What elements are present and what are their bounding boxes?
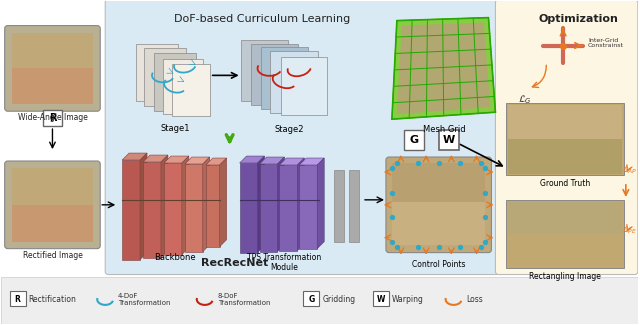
FancyBboxPatch shape	[154, 54, 196, 111]
FancyBboxPatch shape	[508, 139, 622, 174]
Polygon shape	[203, 157, 210, 252]
Polygon shape	[161, 155, 168, 258]
Polygon shape	[277, 157, 284, 252]
Text: Control Points: Control Points	[412, 260, 465, 268]
FancyBboxPatch shape	[12, 205, 93, 241]
FancyBboxPatch shape	[506, 103, 624, 175]
FancyBboxPatch shape	[373, 292, 389, 306]
FancyBboxPatch shape	[438, 130, 459, 150]
Text: Rectangling Image: Rectangling Image	[529, 271, 601, 280]
Polygon shape	[280, 158, 304, 165]
Text: Inter-Grid
Constrainst: Inter-Grid Constrainst	[588, 37, 624, 48]
Polygon shape	[397, 23, 490, 114]
Text: W: W	[442, 135, 455, 145]
Polygon shape	[259, 157, 284, 164]
FancyBboxPatch shape	[42, 110, 63, 126]
FancyBboxPatch shape	[4, 161, 100, 249]
FancyBboxPatch shape	[271, 51, 318, 113]
Bar	[122, 160, 140, 260]
Text: 8-DoF
Transformation: 8-DoF Transformation	[218, 293, 270, 306]
FancyBboxPatch shape	[495, 0, 638, 275]
Bar	[185, 164, 203, 252]
Text: Loss: Loss	[467, 295, 483, 304]
Polygon shape	[205, 158, 227, 165]
Text: Stage2: Stage2	[275, 125, 304, 134]
Polygon shape	[257, 156, 264, 253]
Text: $\mathcal{L}_G$: $\mathcal{L}_G$	[518, 93, 532, 106]
Bar	[334, 170, 344, 242]
Polygon shape	[185, 157, 210, 164]
Text: Rectified Image: Rectified Image	[22, 251, 83, 260]
FancyBboxPatch shape	[508, 202, 622, 236]
Polygon shape	[298, 158, 304, 251]
Text: $\mathcal{L}_{PE}$: $\mathcal{L}_{PE}$	[622, 225, 637, 236]
Text: Optimization: Optimization	[538, 14, 618, 24]
FancyBboxPatch shape	[282, 58, 327, 115]
FancyBboxPatch shape	[392, 163, 486, 203]
Text: $\mathcal{L}_{AP}$: $\mathcal{L}_{AP}$	[622, 165, 637, 176]
Bar	[164, 163, 182, 254]
Text: R: R	[15, 295, 20, 304]
Text: TPS Transformation
Module: TPS Transformation Module	[247, 253, 321, 272]
FancyBboxPatch shape	[105, 0, 499, 275]
Bar	[300, 165, 317, 249]
Polygon shape	[164, 156, 189, 163]
FancyBboxPatch shape	[12, 168, 93, 205]
FancyBboxPatch shape	[386, 157, 492, 253]
FancyBboxPatch shape	[136, 44, 178, 101]
FancyBboxPatch shape	[260, 47, 308, 109]
Text: Ground Truth: Ground Truth	[540, 179, 590, 188]
Text: W: W	[377, 295, 385, 304]
Text: Warping: Warping	[392, 295, 424, 304]
FancyBboxPatch shape	[404, 130, 424, 150]
Polygon shape	[239, 156, 264, 163]
Bar	[349, 170, 359, 242]
Text: Mesh Grid: Mesh Grid	[423, 125, 465, 134]
FancyBboxPatch shape	[241, 40, 289, 101]
Text: Backbone: Backbone	[154, 253, 196, 262]
Text: 4-DoF
Transformation: 4-DoF Transformation	[118, 293, 171, 306]
Bar	[143, 162, 161, 258]
Text: Stage1: Stage1	[160, 124, 189, 133]
FancyBboxPatch shape	[508, 105, 622, 141]
Polygon shape	[140, 153, 147, 260]
Text: G: G	[308, 295, 314, 304]
Text: Wide-Angle Image: Wide-Angle Image	[17, 113, 88, 122]
FancyBboxPatch shape	[4, 26, 100, 111]
Polygon shape	[300, 158, 324, 165]
Text: Gridding: Gridding	[322, 295, 355, 304]
Bar	[1, 277, 638, 324]
Polygon shape	[122, 153, 147, 160]
Text: DoF-based Curriculum Learning: DoF-based Curriculum Learning	[174, 14, 351, 24]
Polygon shape	[182, 156, 189, 254]
FancyBboxPatch shape	[12, 68, 93, 104]
FancyBboxPatch shape	[250, 44, 298, 105]
FancyBboxPatch shape	[12, 32, 93, 68]
Text: G: G	[409, 135, 419, 145]
Polygon shape	[220, 158, 227, 247]
Text: Rectification: Rectification	[29, 295, 76, 304]
FancyBboxPatch shape	[163, 59, 203, 114]
FancyBboxPatch shape	[506, 200, 624, 267]
FancyBboxPatch shape	[144, 48, 186, 106]
FancyBboxPatch shape	[303, 292, 319, 306]
Bar	[205, 165, 220, 247]
FancyBboxPatch shape	[10, 292, 26, 306]
Bar	[239, 163, 257, 253]
Polygon shape	[392, 18, 495, 119]
Text: RecRecNet: RecRecNet	[201, 257, 268, 267]
Polygon shape	[317, 158, 324, 249]
FancyBboxPatch shape	[508, 234, 622, 266]
FancyBboxPatch shape	[172, 64, 210, 116]
Bar	[280, 165, 298, 251]
Polygon shape	[143, 155, 168, 162]
FancyBboxPatch shape	[392, 202, 486, 245]
Text: R: R	[49, 113, 56, 123]
Bar	[259, 164, 277, 252]
